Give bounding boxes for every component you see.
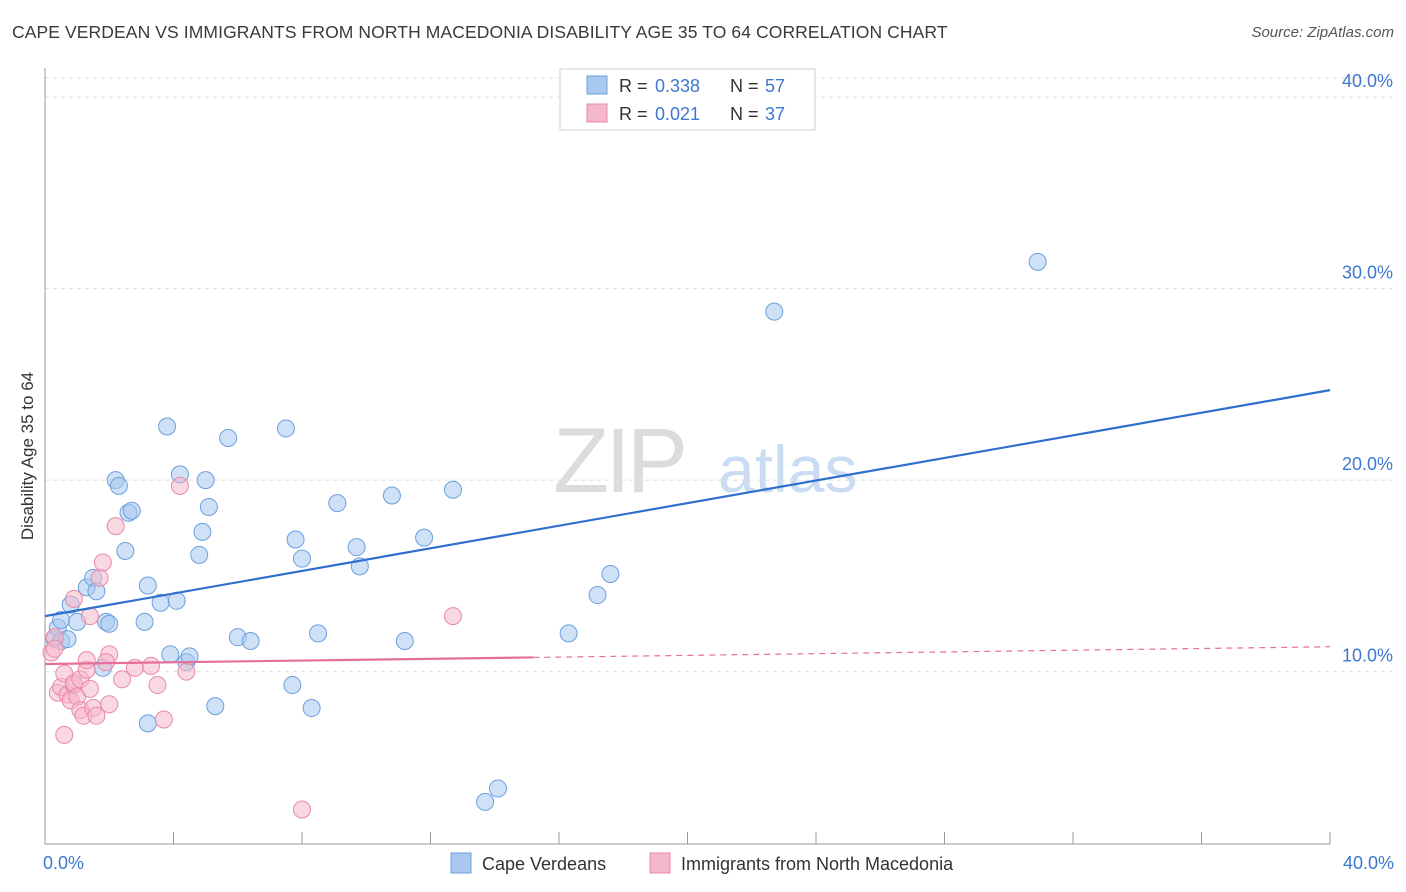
correlation-legend: R = 0.338 N = 57 R = 0.021 N = 37 — [559, 68, 816, 131]
cape-verdean-point — [382, 486, 401, 505]
cape-verdean-point — [588, 586, 607, 605]
cape-verdean-point — [219, 429, 238, 448]
north-macedonia-point — [87, 706, 106, 725]
cape-verdean-point — [395, 632, 414, 651]
legend-r-label-2: R = — [619, 104, 648, 124]
legend-n-label-1: N = — [730, 76, 759, 96]
north-macedonia-point — [90, 568, 109, 587]
y-tick-labels: 10.0% 20.0% 30.0% 40.0% — [1342, 71, 1393, 666]
cape-verdean-point — [196, 471, 215, 490]
cape-verdean-point — [347, 538, 366, 557]
series-legend-label-blue: Cape Verdeans — [482, 854, 606, 874]
cape-verdean-trend-line — [44, 389, 1331, 618]
legend-n-value-2: 37 — [765, 104, 785, 124]
cape-verdean-point — [488, 779, 507, 798]
cape-verdean-point — [158, 417, 177, 436]
legend-n-value-1: 57 — [765, 76, 785, 96]
cape-verdean-point — [161, 645, 180, 664]
y-tick-label: 10.0% — [1342, 646, 1393, 666]
legend-swatch-blue — [586, 75, 608, 95]
grid-lines — [45, 77, 1392, 673]
legend-r-value-2: 0.021 — [655, 104, 700, 124]
series-legend: Cape Verdeans Immigrants from North Mace… — [450, 852, 954, 874]
legend-n-label-2: N = — [730, 104, 759, 124]
legend-swatch-pink — [586, 103, 608, 123]
cape-verdean-point — [193, 522, 212, 541]
cape-verdean-point — [109, 476, 128, 495]
north-macedonia-point — [77, 651, 96, 670]
x-tick-label-min: 0.0% — [43, 853, 84, 873]
north-macedonia-point — [177, 662, 196, 681]
axes — [44, 68, 1330, 845]
cape-verdean-point — [206, 697, 225, 716]
source-credit: Source: ZipAtlas.com — [1251, 24, 1394, 41]
cape-verdean-point — [1028, 252, 1047, 271]
cape-verdean-point — [190, 545, 209, 564]
x-tick-label-max: 40.0% — [1343, 853, 1394, 873]
cape-verdean-point — [199, 497, 218, 516]
cape-verdean-point — [276, 419, 295, 438]
series-legend-swatch-blue — [450, 852, 472, 874]
cape-verdean-point — [135, 612, 154, 631]
cape-verdean-point — [241, 632, 260, 651]
north-macedonia-point — [142, 656, 161, 675]
cape-verdean-point — [122, 501, 141, 520]
cape-verdean-point — [443, 480, 462, 499]
north-macedonia-point — [106, 517, 125, 536]
series-legend-label-pink: Immigrants from North Macedonia — [681, 854, 954, 874]
cape-verdean-point — [293, 549, 311, 568]
north-macedonia-point — [93, 553, 112, 572]
north-macedonia-point — [55, 725, 74, 744]
cape-verdean-point — [302, 699, 321, 718]
cape-verdean-point — [100, 614, 119, 633]
y-tick-label: 20.0% — [1342, 454, 1393, 474]
cape-verdean-point — [138, 714, 157, 733]
north-macedonia-trend-line — [44, 656, 534, 666]
watermark-zip: ZIP — [553, 410, 684, 512]
legend-r-label-1: R = — [619, 76, 648, 96]
north-macedonia-point — [45, 639, 64, 658]
cape-verdean-point — [765, 302, 784, 321]
legend-r-value-1: 0.338 — [655, 76, 700, 96]
north-macedonia-point — [100, 695, 119, 714]
cape-verdean-point — [601, 564, 620, 583]
north-macedonia-point — [148, 676, 167, 695]
x-ticks — [173, 832, 1331, 844]
north-macedonia-point — [154, 710, 173, 729]
cape-verdean-point — [138, 576, 157, 595]
north-macedonia-point — [443, 607, 462, 626]
trend-lines — [44, 389, 1331, 666]
cape-verdean-point — [286, 530, 305, 549]
cape-verdean-point — [476, 792, 495, 811]
north-macedonia-point — [64, 589, 83, 608]
north-macedonia-point — [293, 800, 311, 819]
cape-verdean-point — [559, 624, 578, 643]
north-macedonia-point — [80, 679, 99, 698]
cape-verdean-point — [283, 676, 302, 695]
y-axis-label: Disability Age 35 to 64 — [18, 372, 37, 540]
series-legend-swatch-pink — [649, 852, 671, 874]
cape-verdean-point — [116, 542, 135, 561]
cape-verdean-point — [328, 494, 347, 513]
y-tick-label: 40.0% — [1342, 71, 1393, 91]
y-tick-label: 30.0% — [1342, 263, 1393, 283]
north-macedonia-point — [113, 670, 132, 689]
data-points — [42, 252, 1047, 819]
north-macedonia-point — [170, 476, 189, 495]
cape-verdean-point — [415, 528, 434, 547]
cape-verdean-point — [309, 624, 328, 643]
chart-title: CAPE VERDEAN VS IMMIGRANTS FROM NORTH MA… — [12, 22, 948, 42]
north-macedonia-trend-line-extension — [533, 646, 1331, 659]
